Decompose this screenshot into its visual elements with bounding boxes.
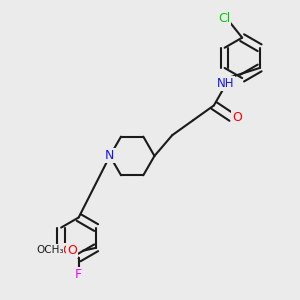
Text: F: F (75, 268, 82, 281)
Text: N: N (105, 149, 115, 162)
Text: OCH₃: OCH₃ (36, 245, 64, 255)
Text: Cl: Cl (218, 12, 230, 25)
Text: O: O (232, 111, 242, 124)
Text: O: O (68, 244, 77, 257)
Text: O: O (62, 244, 72, 257)
Text: NH: NH (217, 76, 235, 90)
